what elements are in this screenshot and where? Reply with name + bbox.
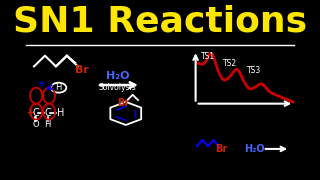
Text: C: C	[33, 107, 39, 118]
Text: Br: Br	[215, 144, 228, 154]
Text: H₂O: H₂O	[106, 71, 129, 81]
Text: TS3: TS3	[247, 66, 262, 75]
Text: H: H	[44, 120, 51, 129]
Text: O: O	[32, 120, 39, 129]
Text: C: C	[45, 107, 52, 118]
Text: Br: Br	[75, 65, 89, 75]
Text: Br: Br	[117, 98, 129, 108]
Text: H: H	[57, 107, 65, 118]
Text: e⁻: e⁻	[39, 79, 48, 88]
Text: +: +	[27, 107, 35, 118]
Text: H: H	[55, 83, 62, 92]
Text: SN1 Reactions: SN1 Reactions	[13, 4, 307, 38]
Text: TS1: TS1	[201, 52, 215, 61]
Text: TS2: TS2	[223, 59, 237, 68]
Text: H₂O: H₂O	[244, 144, 265, 154]
Text: Solvolysis: Solvolysis	[99, 83, 136, 92]
